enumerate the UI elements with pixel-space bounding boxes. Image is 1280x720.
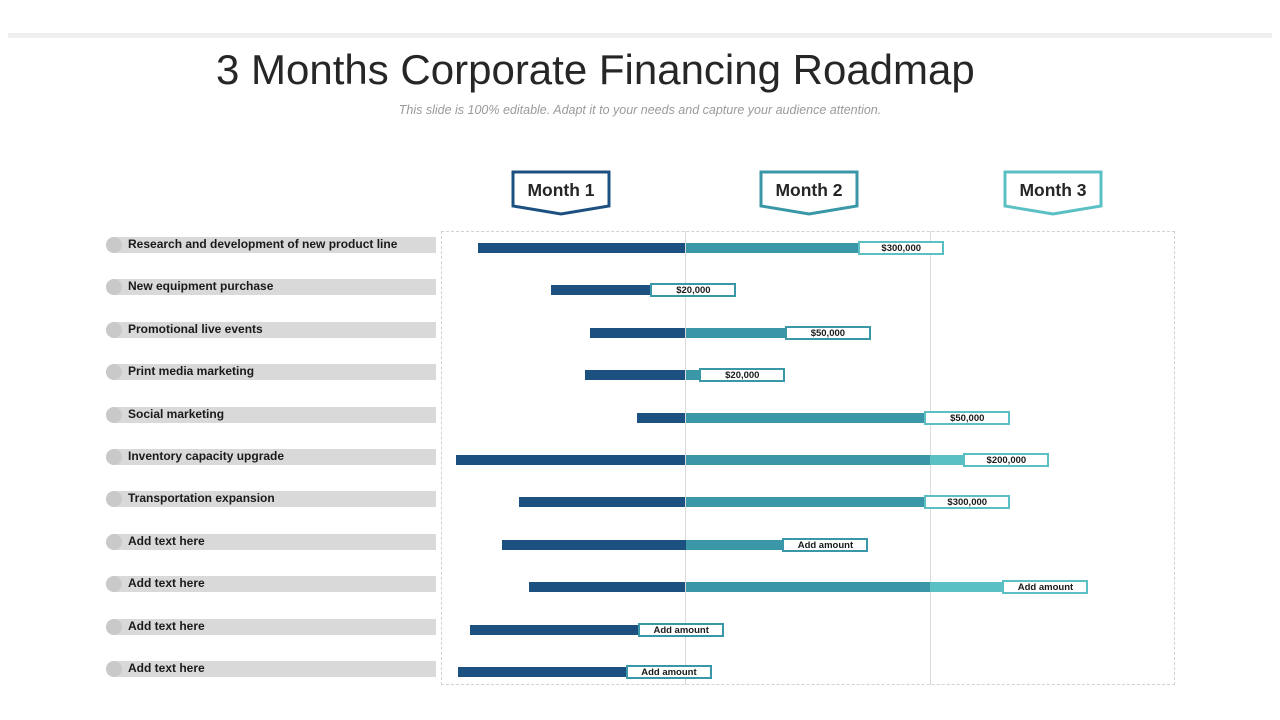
task-label: Transportation expansion: [128, 491, 275, 505]
bar-segment-month-2: [685, 582, 930, 592]
bar-segment-month-1: [477, 243, 686, 253]
task-label: Print media marketing: [128, 364, 255, 378]
bar-segment-month-2: [685, 540, 867, 550]
task-label-bar: [106, 322, 436, 338]
bar-segment-month-2: [685, 497, 930, 507]
bar-segment-month-1: [519, 497, 686, 507]
amount-label: $200,000: [963, 453, 1050, 467]
task-label-bar: [106, 279, 436, 295]
month-header-frame: [1003, 170, 1103, 216]
task-label: Inventory capacity upgrade: [128, 449, 285, 463]
bar-segment-month-1: [585, 370, 686, 380]
bar-segment-month-2: [685, 243, 930, 253]
page-subtitle: This slide is 100% editable. Adapt it to…: [398, 103, 882, 117]
bullet-icon: [106, 322, 122, 338]
bar-segment-month-1: [636, 413, 686, 423]
bar-segment-month-1: [529, 582, 686, 592]
bullet-icon: [106, 279, 122, 295]
month-header-label: Month 3: [1019, 180, 1086, 200]
top-rule: [8, 33, 1272, 38]
task-label: New equipment purchase: [128, 279, 274, 293]
bar-segment-month-1: [458, 667, 686, 677]
amount-label: $20,000: [699, 368, 786, 382]
bar-segment-month-2: [685, 455, 930, 465]
amount-label: $50,000: [784, 326, 871, 340]
amount-label: Add amount: [638, 623, 725, 637]
page-title: 3 Months Corporate Financing Roadmap: [216, 46, 975, 93]
task-label-bar: [106, 407, 436, 423]
bar-segment-month-2: [685, 328, 869, 338]
amount-label: $50,000: [924, 411, 1011, 425]
bullet-icon: [106, 576, 122, 592]
task-label-bar: [106, 364, 436, 380]
bullet-icon: [106, 407, 122, 423]
bullet-icon: [106, 619, 122, 635]
amount-label: $300,000: [858, 241, 945, 255]
task-label-bar: [106, 449, 436, 465]
month-header-frame: [759, 170, 859, 216]
task-label: Add text here: [128, 661, 205, 675]
task-label: Social marketing: [128, 407, 225, 421]
task-label-bar: [106, 576, 436, 592]
task-label-bar: [106, 491, 436, 507]
month-header-label: Month 2: [775, 180, 842, 200]
month-header-1: Month 1: [511, 170, 611, 216]
bar-segment-month-1: [470, 625, 686, 635]
task-label-bar: [106, 661, 436, 677]
task-label-bar: [106, 237, 436, 253]
task-label: Promotional live events: [128, 322, 263, 336]
task-label: Add text here: [128, 576, 205, 590]
month-header-3: Month 3: [1003, 170, 1103, 216]
chart-area: [441, 231, 1175, 685]
task-label-bar: [106, 534, 436, 550]
amount-label: Add amount: [782, 538, 869, 552]
bar-segment-month-2: [685, 413, 930, 423]
bar-segment-month-1: [551, 285, 686, 295]
bullet-icon: [106, 534, 122, 550]
bar-segment-month-1: [590, 328, 686, 338]
bar-segment-month-1: [502, 540, 686, 550]
task-label: Research and development of new product …: [128, 237, 398, 251]
amount-label: Add amount: [625, 665, 712, 679]
bullet-icon: [106, 449, 122, 465]
month-header-label: Month 1: [527, 180, 594, 200]
bullet-icon: [106, 491, 122, 507]
month-header-frame: [511, 170, 611, 216]
bullet-icon: [106, 364, 122, 380]
task-label: Add text here: [128, 619, 205, 633]
bullet-icon: [106, 661, 122, 677]
bullet-icon: [106, 237, 122, 253]
task-label-bar: [106, 619, 436, 635]
month-header-2: Month 2: [759, 170, 859, 216]
amount-label: Add amount: [1002, 580, 1089, 594]
amount-label: $300,000: [924, 495, 1011, 509]
amount-label: $20,000: [650, 283, 737, 297]
bar-segment-month-1: [455, 455, 686, 465]
task-label: Add text here: [128, 534, 205, 548]
